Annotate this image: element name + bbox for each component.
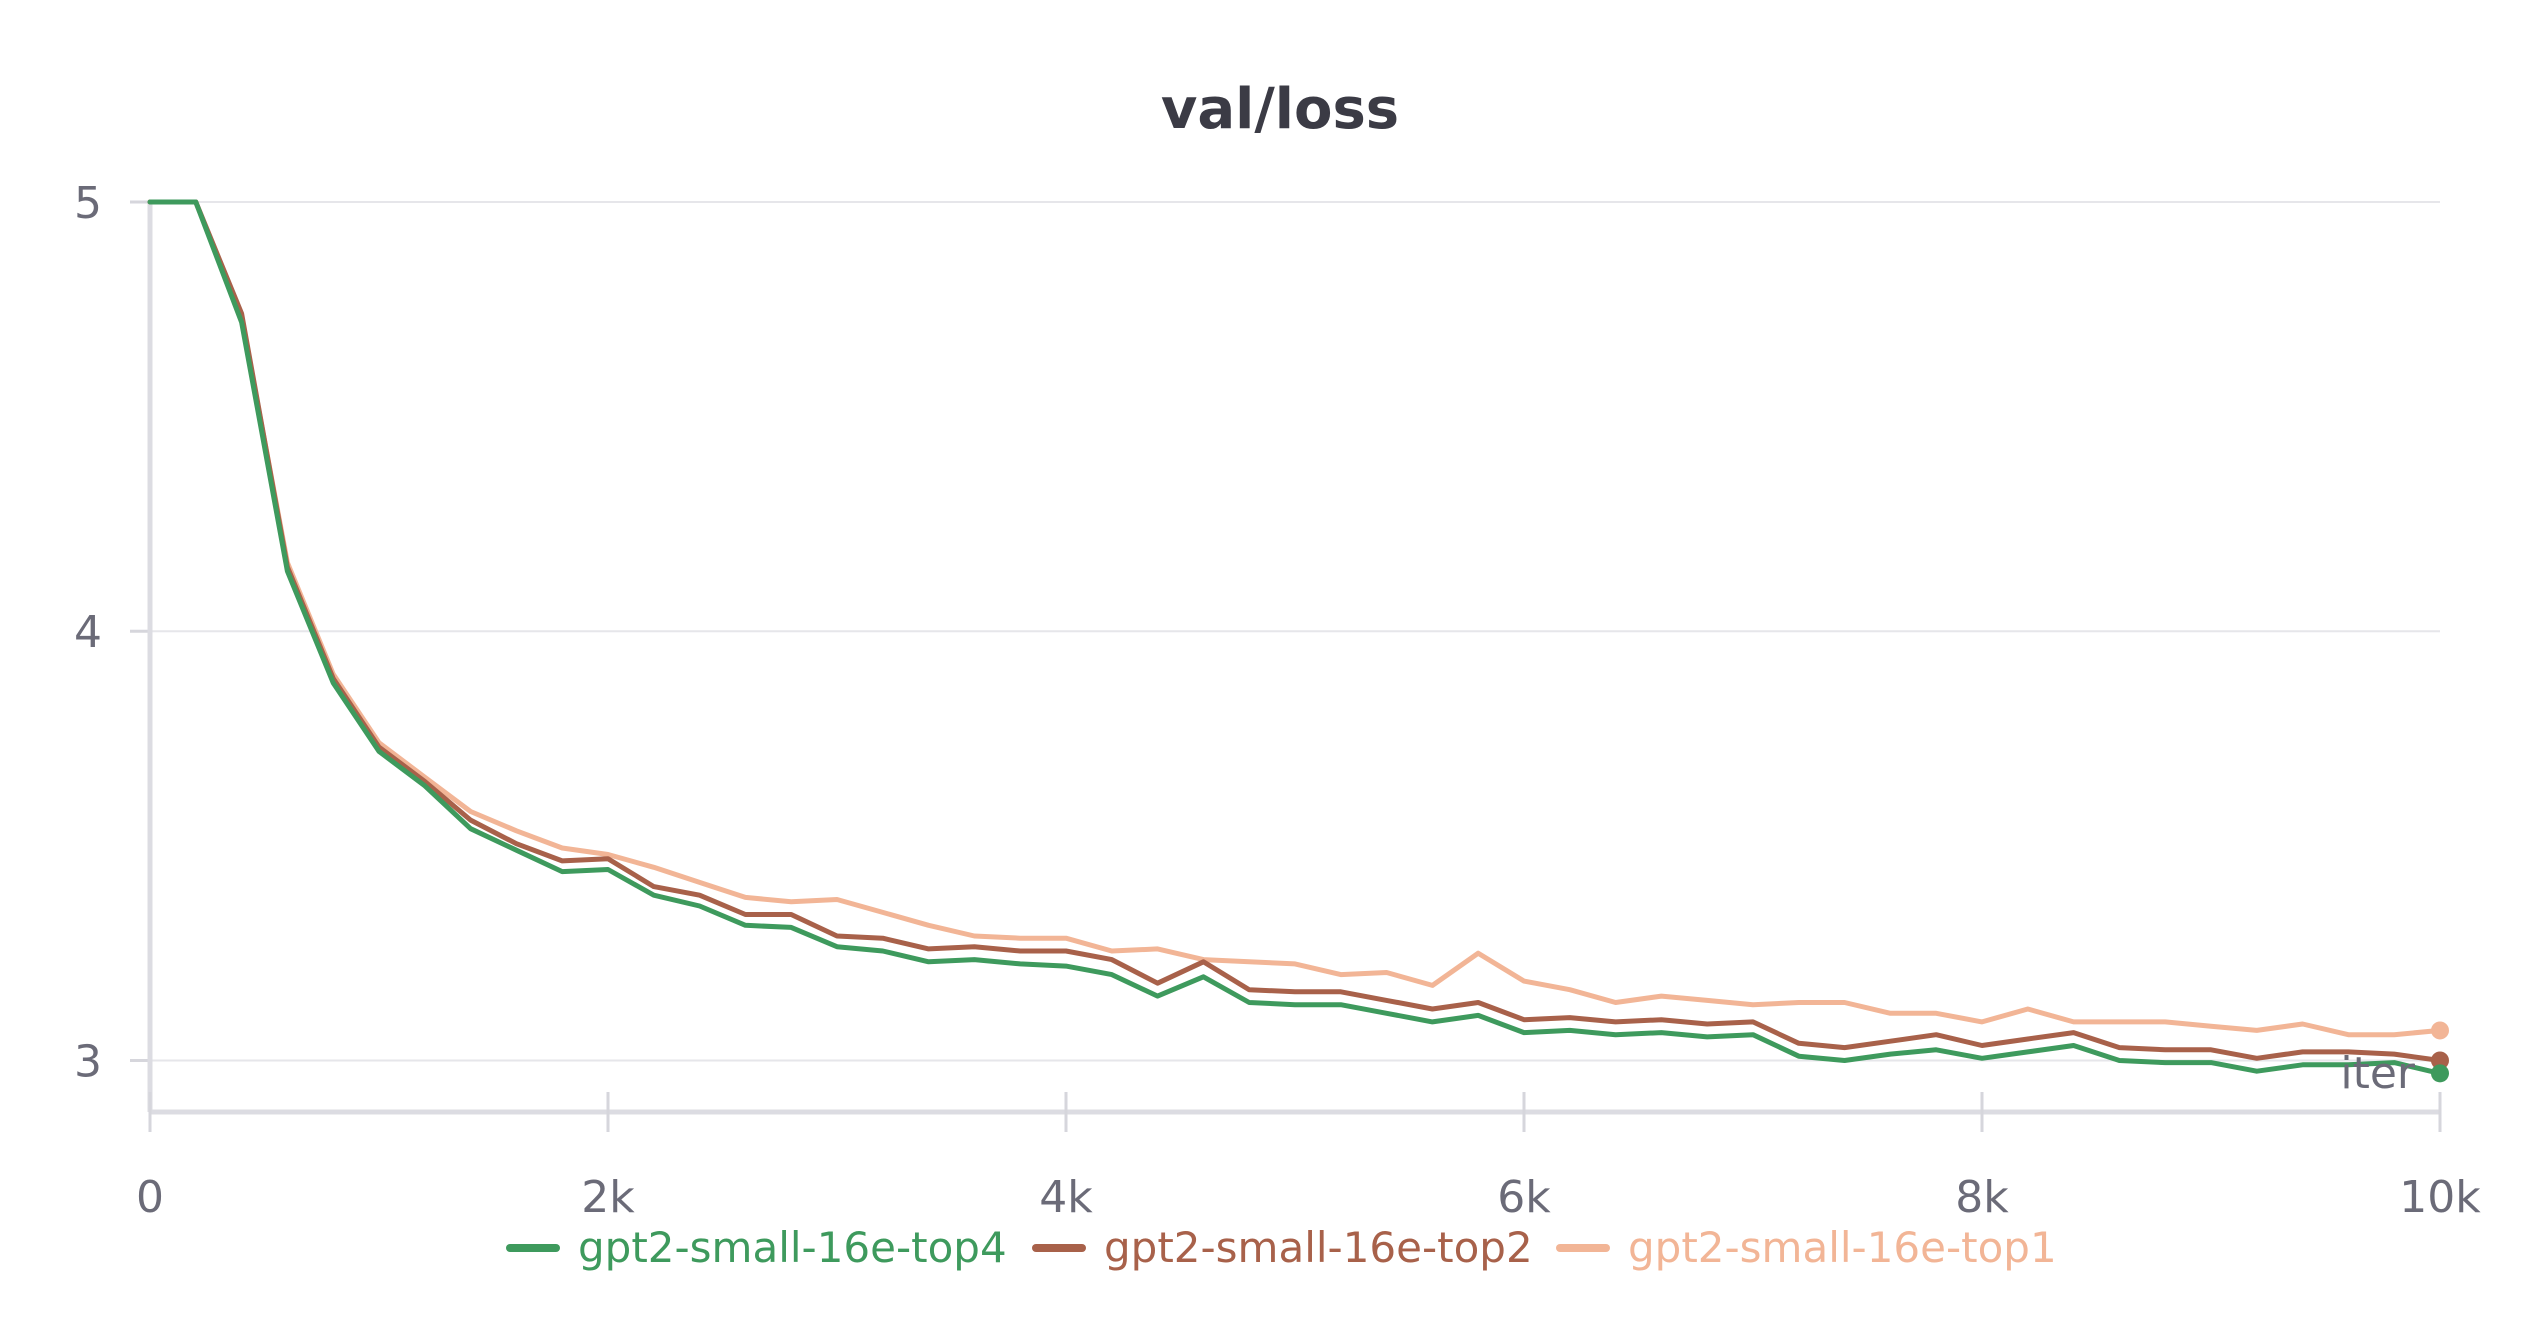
x-axis-annotation: iter xyxy=(2340,1048,2416,1099)
axes: 3 4 5 0 2k 4k 6k 8k 10k xyxy=(74,178,2481,1223)
legend-item-gpt2-small-16e-top4[interactable]: gpt2-small-16e-top4 xyxy=(506,1223,1007,1272)
y-tick-label: 4 xyxy=(74,607,102,658)
x-tick-label: 4k xyxy=(1039,1172,1093,1223)
legend-label: gpt2-small-16e-top2 xyxy=(1104,1223,1533,1272)
grid xyxy=(150,201,2440,1062)
series-end-marker xyxy=(2431,1064,2449,1083)
legend-item-gpt2-small-16e-top1[interactable]: gpt2-small-16e-top1 xyxy=(1556,1223,2057,1272)
legend-label: gpt2-small-16e-top1 xyxy=(1628,1223,2057,1272)
legend-label: gpt2-small-16e-top4 xyxy=(578,1223,1007,1272)
legend[interactable]: gpt2-small-16e-top4 gpt2-small-16e-top2 gp… xyxy=(506,1223,2057,1272)
series-end-marker xyxy=(2431,1051,2449,1070)
x-tick-label: 10k xyxy=(2399,1172,2481,1223)
legend-item-gpt2-small-16e-top2[interactable]: gpt2-small-16e-top2 xyxy=(1032,1223,1533,1272)
series-end-marker xyxy=(2431,1021,2449,1040)
x-tick-label: 6k xyxy=(1497,1172,1551,1223)
chart-title: val/loss xyxy=(1161,77,1399,142)
y-tick-label: 5 xyxy=(74,178,102,229)
series-line-gpt2-small-16e-top1[interactable] xyxy=(147,199,2443,1038)
x-tick-label: 8k xyxy=(1955,1172,2009,1223)
y-tick-label: 3 xyxy=(74,1036,102,1087)
x-tick-label: 0 xyxy=(136,1172,164,1223)
series-line-gpt2-small-16e-top2[interactable] xyxy=(147,199,2443,1063)
series-line-gpt2-small-16e-top4[interactable] xyxy=(147,199,2443,1076)
x-tick-label: 2k xyxy=(581,1172,635,1223)
series-lines xyxy=(147,199,2449,1083)
